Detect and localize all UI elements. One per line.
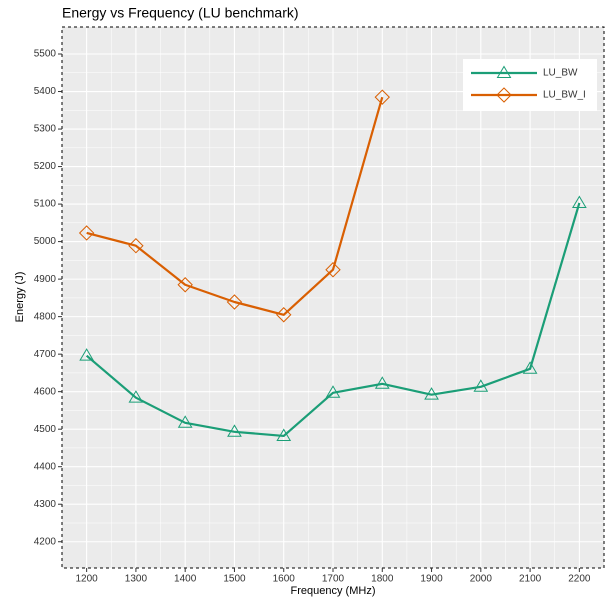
triangle-marker [424,387,439,400]
diamond-marker [496,87,512,103]
triangle-marker [79,348,95,361]
triangle-marker [325,385,341,398]
y-tick-label: 4700 [34,349,57,360]
legend: LU_BW LU_BW_I [463,59,597,111]
x-tick-label: 2100 [519,574,542,585]
x-tick-label: 1300 [125,574,148,585]
triangle-marker [374,376,390,389]
y-tick-label: 4400 [34,461,57,472]
line-series [86,96,384,316]
diamond-marker [325,262,341,278]
triangle-marker [522,361,538,374]
y-tick-label: 5300 [34,124,57,135]
x-tick-label: 1900 [420,574,443,585]
marks [78,89,587,441]
x-tick-label: 1500 [223,574,246,585]
legend-label: LU_BW [543,68,578,79]
x-tick-label: 1800 [371,574,394,585]
legend-box [463,59,597,111]
triangle-marker [496,65,512,78]
x-tick-label: 2200 [568,574,591,585]
x-tick-label: 1700 [322,574,345,585]
chart-title: Energy vs Frequency (LU benchmark) [62,5,299,21]
plot-border [61,26,605,569]
y-tick-label: 4900 [34,274,57,285]
y-axis-title: Energy (J) [14,272,26,323]
y-tick-label: 5200 [34,161,57,172]
diamond-marker [128,238,144,254]
triangle-marker [571,195,587,208]
y-tick-label: 4300 [34,499,57,510]
y-tick-label: 5500 [34,49,57,60]
x-axis-title: Frequency (MHz) [291,585,376,597]
triangle-marker [276,428,292,441]
x-tick-label: 1600 [273,574,296,585]
y-tick-label: 4500 [34,424,57,435]
y-tick-label: 5000 [34,236,57,247]
diamond-marker [78,225,95,241]
line-series [85,202,581,438]
x-tick-label: 2000 [470,574,493,585]
triangle-marker [227,424,242,437]
y-tick-label: 4800 [34,311,57,322]
y-tick-label: 5100 [34,199,57,210]
diamond-marker [226,294,243,310]
triangle-marker [473,379,489,392]
diamond-marker [276,307,292,323]
triangle-marker [177,415,193,428]
x-tick-label: 1400 [174,574,197,585]
y-tick-label: 4200 [34,536,57,547]
triangle-marker [128,390,144,403]
y-tick-label: 5400 [34,86,57,97]
diamond-marker [374,89,390,105]
diamond-marker [177,277,193,293]
legend-label: LU_BW_I [543,90,586,101]
y-tick-label: 4600 [34,386,57,397]
x-tick-label: 1200 [76,574,99,585]
